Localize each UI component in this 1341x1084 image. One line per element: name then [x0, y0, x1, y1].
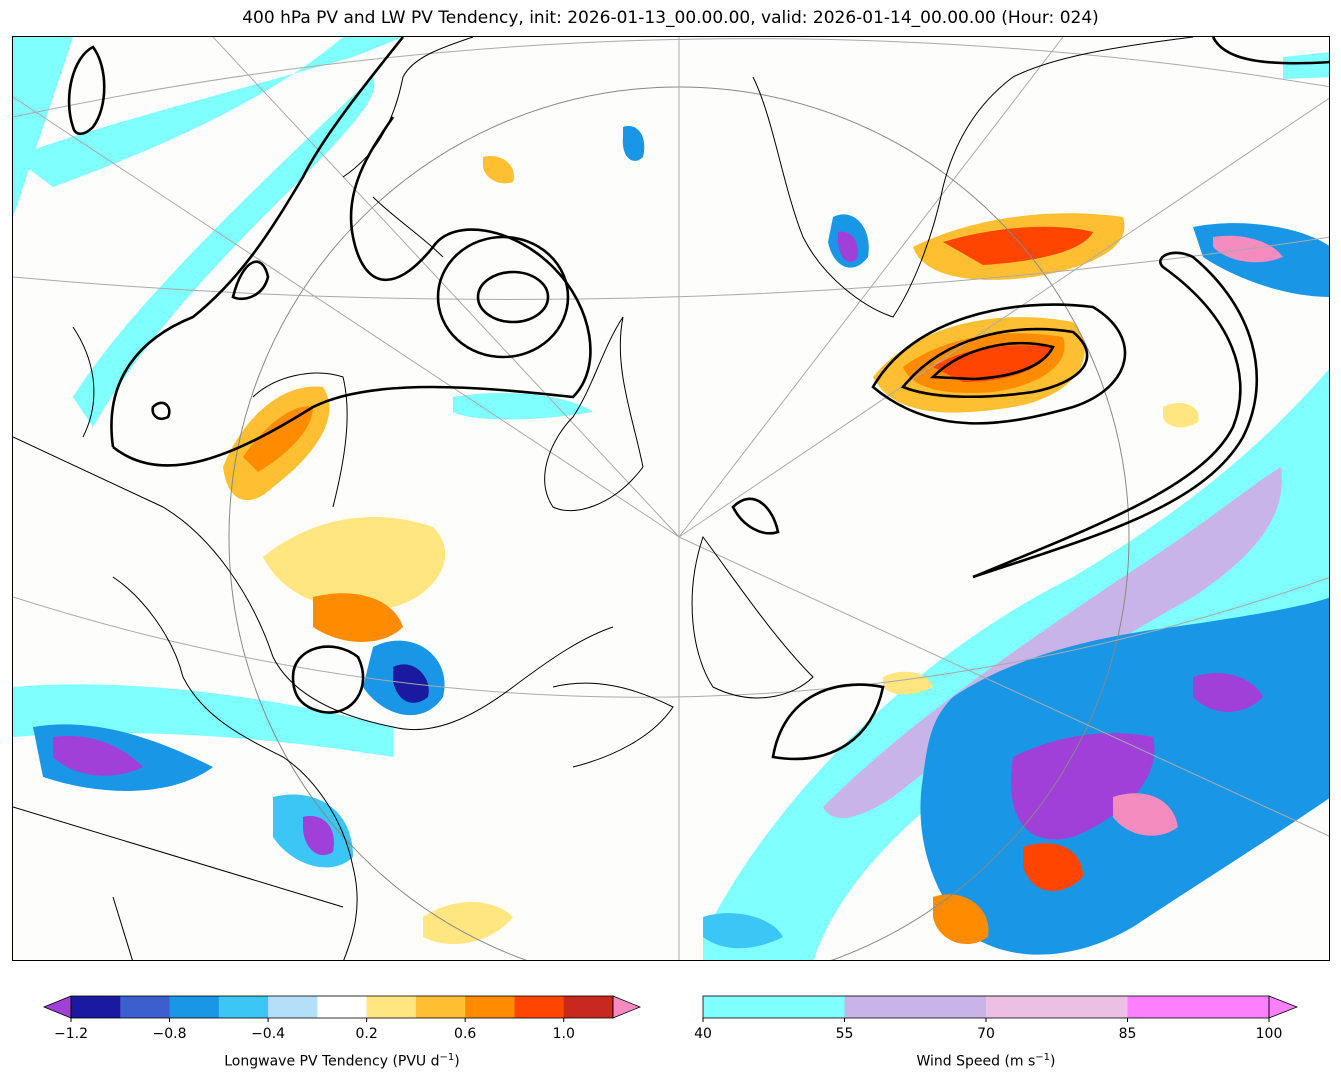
coastlines [13, 37, 1194, 960]
pv-colorbar-over-extend [612, 995, 642, 1019]
pv-colorbar-segment [169, 996, 220, 1018]
pv-colorbar-segment [268, 996, 318, 1018]
pv-tendency-label-end: ) [454, 1053, 460, 1070]
wind-colorbar-tick-label: 40 [694, 1026, 712, 1042]
wind-speed-label-text: Wind Speed (m s [916, 1053, 1036, 1070]
graticule [13, 37, 1329, 960]
pv-colorbar-segment [514, 996, 565, 1018]
wind-colorbar-segment [986, 996, 1128, 1018]
wind-colorbar-tick-label: 100 [1255, 1026, 1283, 1042]
pv-colorbar-tick-label: 0.2 [355, 1026, 378, 1042]
wind-colorbar-segment [703, 996, 845, 1018]
wind-speed-colorbar-graphic [702, 995, 1299, 1022]
jet-cyan-canada [73, 77, 375, 427]
wind-colorbar-segment [844, 996, 987, 1018]
wind-speed-colorbar [702, 995, 1299, 1022]
pv-colorbar-tick-label: −0.8 [152, 1026, 187, 1042]
wind-colorbar-tick-label: 70 [977, 1026, 995, 1042]
pv-colorbar-segment [563, 996, 614, 1018]
pv-colorbar-segment [120, 996, 171, 1018]
pv-colorbar-tick-label: 1.0 [552, 1026, 575, 1042]
map-panel[interactable] [12, 36, 1330, 961]
pv-tendency-colorbar-label: Longwave PV Tendency (PVU d−1) [44, 1052, 640, 1070]
pv-colorbar-outline [70, 995, 614, 1019]
pv-colorbar-segment [218, 996, 269, 1018]
wind-speed-colorbar-label: Wind Speed (m s−1) [703, 1052, 1269, 1070]
pv-colorbar-segment [71, 996, 121, 1018]
jet-cyan-south [13, 684, 393, 757]
map-canvas [13, 37, 1329, 960]
pv-colorbar-segment [415, 996, 466, 1018]
pv-tendency-colorbar [42, 995, 642, 1022]
figure-title: 400 hPa PV and LW PV Tendency, init: 202… [242, 8, 1099, 28]
pv-colorbar-segment [465, 996, 515, 1018]
pv-tendency-colorbar-graphic [42, 995, 642, 1022]
wind-speed-label-end: ) [1050, 1053, 1056, 1070]
jet-cyan-northwest [13, 37, 403, 187]
pv-colorbar-tick-label: 0.6 [454, 1026, 477, 1042]
pv-tendency-label-exponent: −1 [439, 1052, 455, 1063]
wind-colorbar-segment [1127, 996, 1270, 1018]
pv-colorbar-tick-label: −1.2 [54, 1026, 88, 1042]
pv-contours [67, 37, 1329, 761]
wind-colorbar-tick-label: 85 [1118, 1026, 1137, 1042]
pv-colorbar-segment [317, 996, 368, 1018]
pv-colorbar-tick-label: −0.4 [251, 1026, 286, 1042]
wind-speed-label-exponent: −1 [1035, 1052, 1051, 1063]
pv-tendency-shading [33, 126, 1329, 955]
wind-colorbar-tick-label: 55 [835, 1026, 854, 1042]
pv-colorbar-segment [366, 996, 417, 1018]
wind-colorbar-over-extend [1268, 995, 1299, 1019]
jet-cyan-hudson [453, 392, 593, 420]
jet-cyan-topleft [13, 37, 73, 217]
pv-colorbar-under-extend [42, 995, 72, 1019]
pv-tendency-label-text: Longwave PV Tendency (PVU d [224, 1053, 440, 1070]
jet-cyan-east [1283, 52, 1329, 79]
